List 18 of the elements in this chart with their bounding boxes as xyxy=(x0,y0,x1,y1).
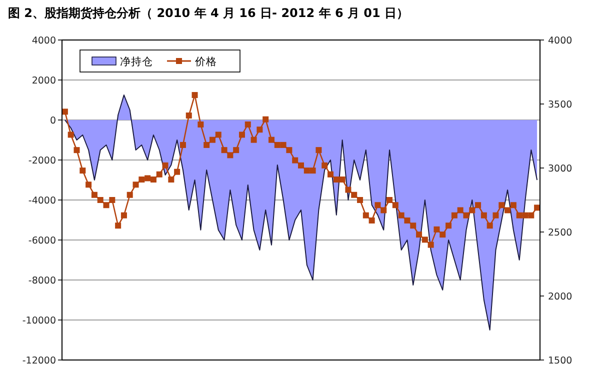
y2-tick-label: 3000 xyxy=(548,164,572,174)
y-tick-label: -12000 xyxy=(22,356,56,366)
chart-title: 图 2、股指期货持仓分析（ 2010 年 4 月 16 日- 2012 年 6 月 01 日） xyxy=(8,6,409,20)
y-tick-label: 0 xyxy=(50,116,56,126)
y-tick-label: -6000 xyxy=(28,236,56,246)
y-tick-label: -8000 xyxy=(28,276,56,286)
legend-label: 净持仓 xyxy=(120,56,153,68)
y-tick-label: -4000 xyxy=(28,196,56,206)
y-tick-label: -10000 xyxy=(22,316,56,326)
y-tick-label: -2000 xyxy=(28,156,56,166)
y2-tick-label: 1500 xyxy=(548,356,572,366)
y2-tick-label: 2000 xyxy=(548,292,572,302)
y-tick-label: 4000 xyxy=(32,36,56,46)
y-tick-label: 2000 xyxy=(32,76,56,86)
y2-tick-label: 2500 xyxy=(548,228,572,238)
y2-tick-label: 4000 xyxy=(548,36,572,46)
y2-tick-label: 3500 xyxy=(548,100,572,110)
legend-label: 价格 xyxy=(194,56,217,68)
